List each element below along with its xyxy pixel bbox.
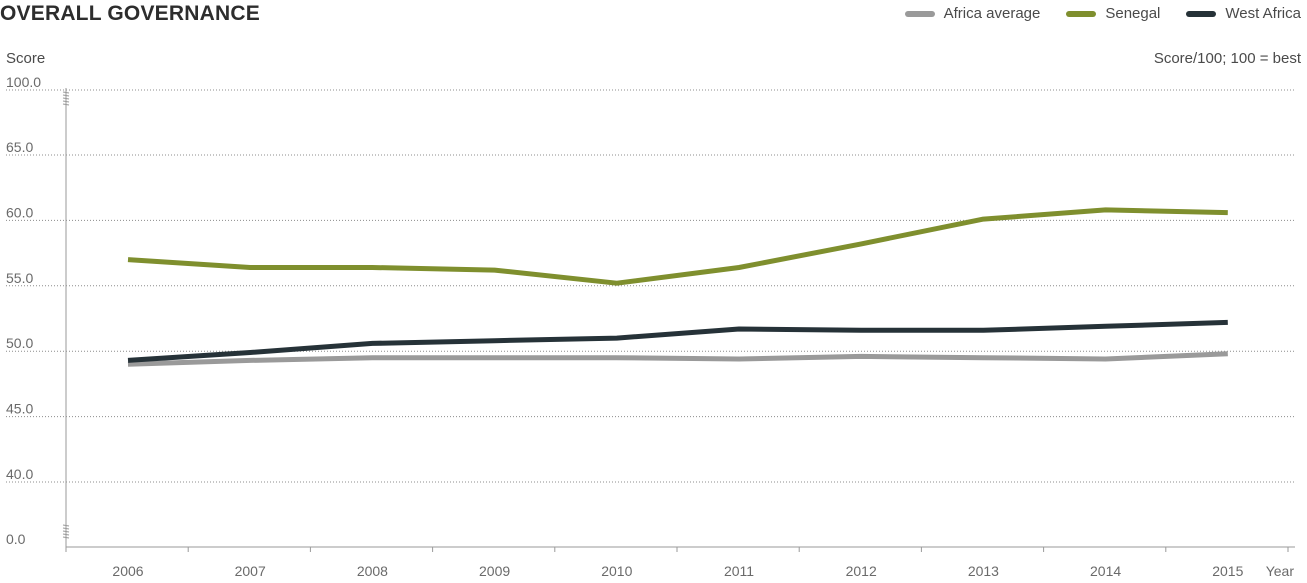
legend-label-africa-average: Africa average xyxy=(943,5,1041,22)
y-tick-label: 65.0 xyxy=(6,139,33,155)
y-tick-label: 50.0 xyxy=(6,335,33,351)
x-tick-label: 2012 xyxy=(846,563,877,579)
y-tick-label: 60.0 xyxy=(6,204,33,220)
y-tick-label: 40.0 xyxy=(6,466,33,482)
x-tick-label: 2010 xyxy=(601,563,632,579)
scale-note: Score/100; 100 = best xyxy=(1153,50,1301,67)
y-axis-label: Score xyxy=(6,50,46,67)
legend-label-west-africa: West Africa xyxy=(1225,5,1301,22)
series-line-senegal xyxy=(127,207,1228,286)
x-axis-label: Year xyxy=(1266,563,1295,579)
x-tick-label: 2007 xyxy=(235,563,266,579)
x-tick-label: 2013 xyxy=(968,563,999,579)
axis-break-mark xyxy=(62,527,70,530)
x-tick-label: 2009 xyxy=(479,563,510,579)
x-tick-label: 2014 xyxy=(1090,563,1121,579)
chart-legend: Africa average Senegal West Africa xyxy=(879,5,1301,22)
x-tick-label: 2015 xyxy=(1212,563,1243,579)
y-tick-label: 55.0 xyxy=(6,270,33,286)
legend-swatch-senegal xyxy=(1066,10,1097,17)
axis-break-mark xyxy=(62,103,70,106)
series-line-west-africa xyxy=(127,319,1228,363)
axis-break-mark xyxy=(62,100,70,103)
legend-item-senegal: Senegal xyxy=(1066,5,1160,22)
axis-break-mark xyxy=(62,97,70,100)
legend-item-west-africa: West Africa xyxy=(1186,5,1301,22)
axis-break-mark xyxy=(62,533,70,536)
legend-label-senegal: Senegal xyxy=(1105,5,1161,22)
legend-item-africa-average: Africa average xyxy=(904,5,1041,22)
axis-break-mark xyxy=(62,524,70,527)
x-tick-label: 2011 xyxy=(724,563,754,579)
axis-break-mark xyxy=(62,530,70,533)
chart-title: OVERALL GOVERNANCE xyxy=(0,2,260,25)
x-tick-label: 2006 xyxy=(112,563,143,579)
legend-swatch-africa-average xyxy=(904,10,935,17)
y-tick-label: 100.0 xyxy=(6,74,41,90)
y-tick-label: 0.0 xyxy=(6,531,26,547)
axis-break-mark xyxy=(62,536,70,539)
axis-break-mark xyxy=(62,91,70,94)
legend-swatch-west-africa xyxy=(1186,10,1217,17)
x-tick-label: 2008 xyxy=(357,563,388,579)
y-tick-label: 45.0 xyxy=(6,401,33,417)
series-line-africa-average xyxy=(127,351,1228,367)
axis-break-mark xyxy=(62,94,70,97)
